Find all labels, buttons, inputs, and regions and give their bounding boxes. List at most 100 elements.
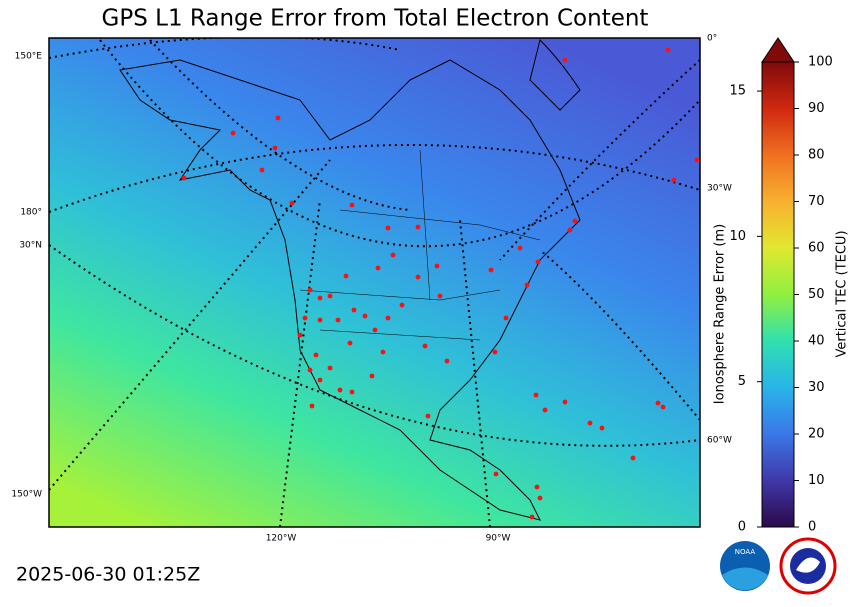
station	[422, 343, 428, 349]
station	[655, 400, 661, 406]
station	[437, 293, 443, 299]
greenland	[529, 39, 581, 111]
station	[297, 332, 303, 338]
station	[425, 413, 431, 419]
colorbar-ticks: 0 10 20 30 40 50 60 70 80 90 100 0 5 10 15	[729, 55, 832, 535]
station	[524, 282, 530, 288]
station	[660, 404, 666, 410]
station	[488, 267, 494, 273]
station	[369, 373, 375, 379]
station	[665, 47, 671, 53]
station	[317, 377, 323, 383]
tick-label: 10	[808, 473, 825, 488]
borders	[299, 149, 541, 341]
station	[572, 218, 578, 224]
secondary-tick-label: 10	[729, 229, 746, 244]
station	[434, 263, 440, 269]
stations	[181, 47, 700, 520]
graticule-label: 180°	[20, 208, 42, 218]
station	[415, 224, 421, 230]
station	[375, 265, 381, 271]
nws-logo	[779, 537, 837, 595]
station	[272, 145, 278, 151]
graticule-label: 60°W	[707, 436, 732, 446]
secondary-tick-label: 5	[738, 374, 746, 389]
station	[309, 403, 315, 409]
station	[380, 349, 386, 355]
title: GPS L1 Range Error from Total Electron C…	[102, 6, 649, 32]
station	[493, 471, 499, 477]
station	[599, 425, 605, 431]
station	[347, 340, 353, 346]
colorbar-label: Vertical TEC (TECU)	[835, 230, 850, 357]
station	[671, 177, 677, 183]
station	[630, 455, 636, 461]
station	[259, 167, 265, 173]
station	[335, 317, 341, 323]
station	[372, 327, 378, 333]
station	[181, 175, 187, 181]
station	[534, 484, 540, 490]
tec-field	[49, 38, 700, 527]
tick-label: 0	[808, 520, 816, 535]
svg-text:NOAA: NOAA	[735, 548, 756, 556]
station	[385, 315, 391, 321]
graticule-label: 30°N	[19, 241, 42, 251]
secondary-tick-label: 15	[729, 84, 746, 99]
station	[317, 317, 323, 323]
station	[567, 227, 573, 233]
graticule-label: 90°W	[486, 534, 511, 544]
station	[535, 259, 541, 265]
tick-label: 80	[808, 148, 825, 163]
station	[562, 399, 568, 405]
station	[385, 225, 391, 231]
tick-label: 90	[808, 101, 825, 116]
station	[351, 307, 357, 313]
station	[529, 514, 535, 520]
station	[542, 407, 548, 413]
station	[337, 387, 343, 393]
station	[533, 392, 539, 398]
tick-label: 20	[808, 427, 825, 442]
station	[694, 157, 700, 163]
station	[517, 245, 523, 251]
station	[343, 273, 349, 279]
station	[444, 358, 450, 364]
station	[492, 349, 498, 355]
noaa-logo: NOAA	[720, 541, 770, 591]
graticule-label: 30°W	[707, 184, 732, 194]
station	[399, 302, 405, 308]
map	[49, 38, 700, 527]
station	[587, 420, 593, 426]
graticule-label: 0°	[707, 34, 717, 44]
station	[307, 367, 313, 373]
station	[289, 200, 295, 206]
station	[503, 315, 509, 321]
station	[230, 130, 236, 136]
station	[537, 495, 543, 501]
colorbar-extension	[761, 37, 795, 63]
station	[362, 313, 368, 319]
timestamp: 2025-06-30 01:25Z	[16, 564, 200, 586]
colorbar	[761, 61, 795, 528]
station	[302, 315, 308, 321]
tick-label: 60	[808, 241, 825, 256]
graticule-label: 150°E	[15, 52, 43, 62]
station	[313, 352, 319, 358]
graticule-labels: 150°E 180° 30°N 150°W 0° 30°W 60°W 120°W 90°W	[11, 34, 732, 544]
secondary-axis-label: Ionosphere Range Error (m)	[713, 224, 728, 404]
tick-label: 40	[808, 334, 825, 349]
graticule	[49, 38, 700, 527]
secondary-tick-label: 0	[738, 520, 746, 535]
station	[307, 287, 313, 293]
map-frame	[48, 37, 701, 528]
tick-label: 50	[808, 287, 825, 302]
station	[317, 295, 323, 301]
station	[562, 57, 568, 63]
station	[275, 115, 281, 121]
station	[390, 252, 396, 258]
graticule-label: 120°W	[266, 534, 297, 544]
station	[415, 274, 421, 280]
